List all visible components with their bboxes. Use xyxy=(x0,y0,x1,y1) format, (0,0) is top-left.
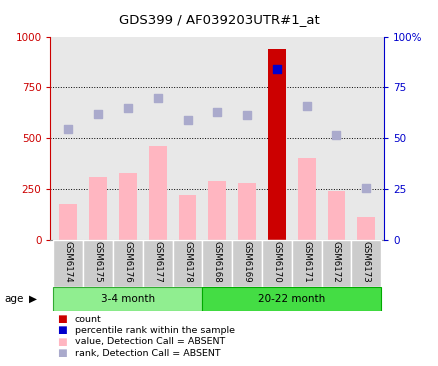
Point xyxy=(95,111,102,117)
Bar xyxy=(357,217,374,240)
Bar xyxy=(119,173,137,240)
Text: GSM6175: GSM6175 xyxy=(93,241,102,283)
Bar xyxy=(142,240,172,287)
Point xyxy=(154,94,161,100)
Point xyxy=(65,126,72,132)
Bar xyxy=(261,240,291,287)
Text: GSM6177: GSM6177 xyxy=(153,241,162,283)
Bar xyxy=(59,204,77,240)
Text: GSM6178: GSM6178 xyxy=(183,241,191,283)
Text: age: age xyxy=(4,294,24,304)
Bar xyxy=(350,240,380,287)
Point xyxy=(332,132,339,138)
Text: value, Detection Call = ABSENT: value, Detection Call = ABSENT xyxy=(74,337,224,346)
Text: GSM6174: GSM6174 xyxy=(64,241,73,283)
Bar xyxy=(148,146,166,240)
Bar xyxy=(202,240,232,287)
Point xyxy=(213,109,220,115)
Bar xyxy=(202,287,380,311)
Text: GSM6173: GSM6173 xyxy=(361,241,370,283)
Text: ▶: ▶ xyxy=(28,294,36,304)
Bar xyxy=(83,240,113,287)
Text: ■: ■ xyxy=(57,325,67,336)
Bar xyxy=(267,49,285,240)
Bar xyxy=(327,191,345,240)
Point xyxy=(362,185,369,191)
Point xyxy=(243,112,250,118)
Text: GSM6168: GSM6168 xyxy=(212,241,221,283)
Bar xyxy=(321,240,350,287)
Text: 3-4 month: 3-4 month xyxy=(101,294,155,304)
Text: count: count xyxy=(74,315,101,324)
Text: 20-22 month: 20-22 month xyxy=(258,294,325,304)
Point xyxy=(303,103,310,109)
Bar xyxy=(53,287,202,311)
Text: GSM6171: GSM6171 xyxy=(301,241,311,283)
Point xyxy=(273,66,280,72)
Text: percentile rank within the sample: percentile rank within the sample xyxy=(74,326,234,335)
Bar xyxy=(172,240,202,287)
Point xyxy=(124,105,131,111)
Bar xyxy=(89,177,107,240)
Bar xyxy=(291,240,321,287)
Bar xyxy=(232,240,261,287)
Text: rank, Detection Call = ABSENT: rank, Detection Call = ABSENT xyxy=(74,349,220,358)
Bar xyxy=(178,195,196,240)
Text: GDS399 / AF039203UTR#1_at: GDS399 / AF039203UTR#1_at xyxy=(119,13,319,26)
Bar xyxy=(297,158,315,240)
Text: ■: ■ xyxy=(57,348,67,358)
Text: GSM6169: GSM6169 xyxy=(242,241,251,283)
Bar xyxy=(237,183,255,240)
Text: GSM6172: GSM6172 xyxy=(331,241,340,283)
Bar xyxy=(113,240,142,287)
Text: ■: ■ xyxy=(57,337,67,347)
Text: GSM6176: GSM6176 xyxy=(123,241,132,283)
Bar xyxy=(53,240,83,287)
Point xyxy=(184,117,191,123)
Bar xyxy=(208,181,226,240)
Text: ■: ■ xyxy=(57,314,67,324)
Text: GSM6170: GSM6170 xyxy=(272,241,281,283)
